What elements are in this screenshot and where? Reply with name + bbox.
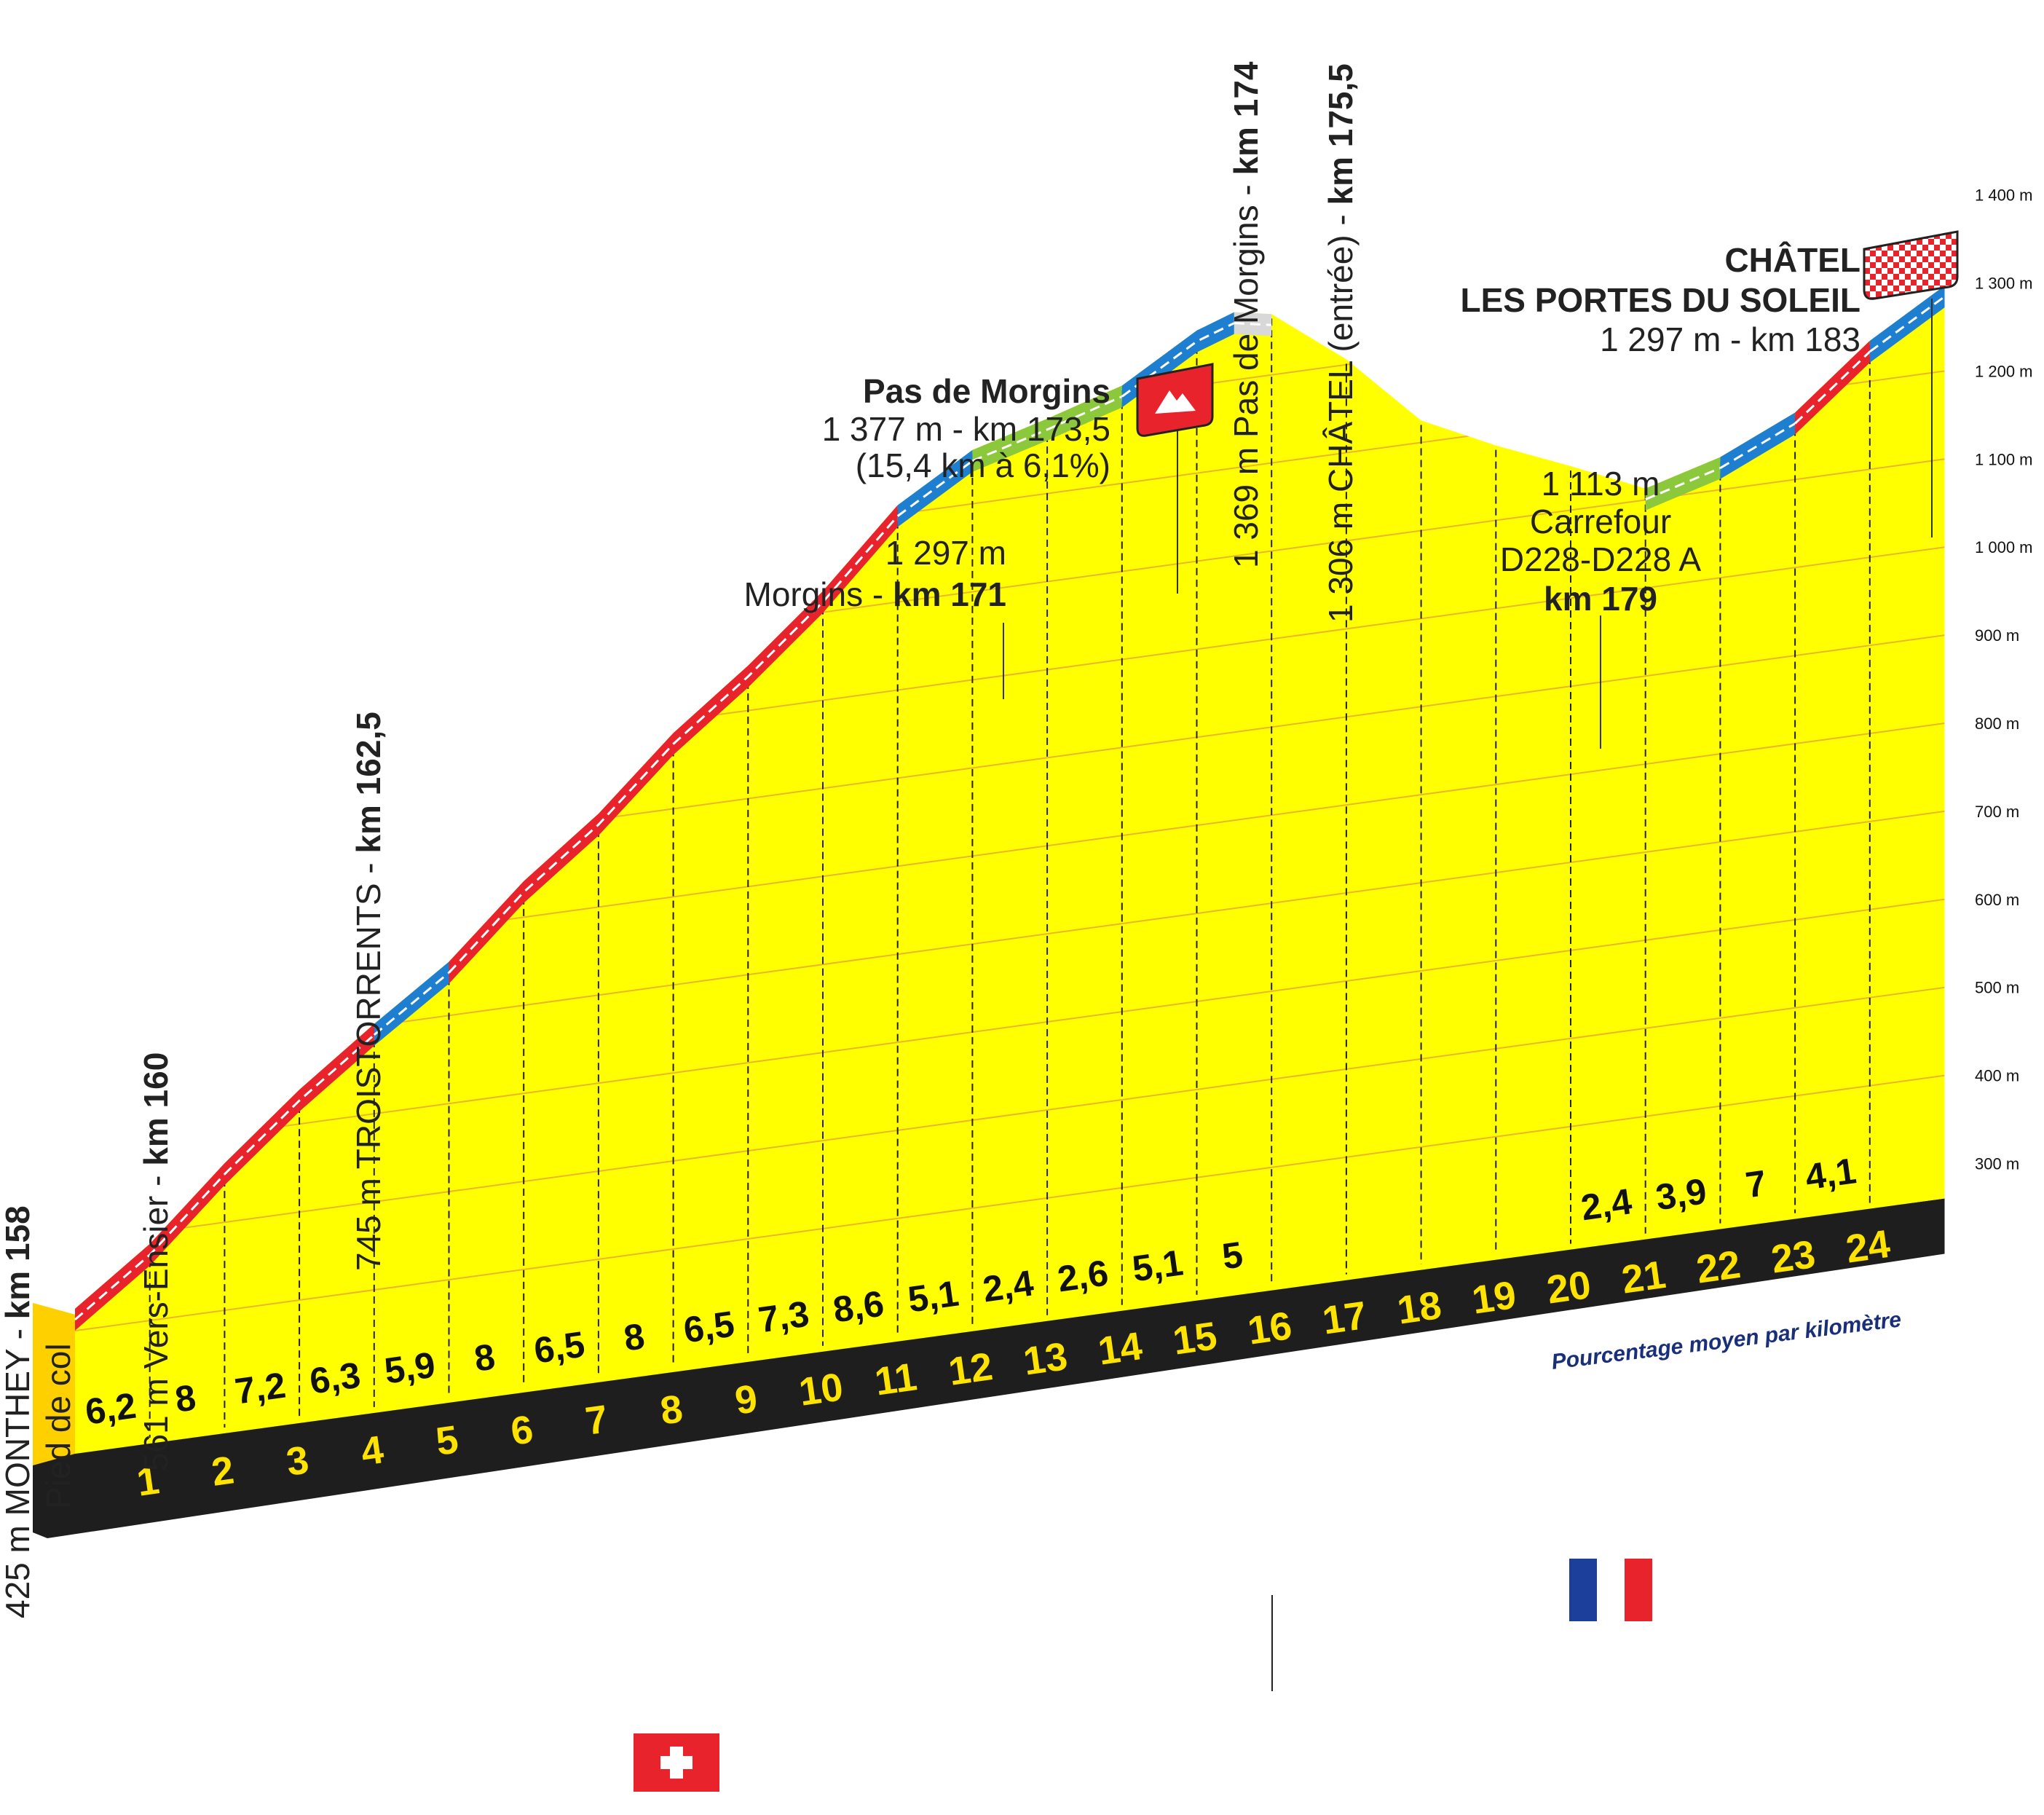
y-tick-label: 1 100 m [1975,450,2033,468]
carrefour-label: Carrefour [1530,503,1671,540]
mountain-summit-icon [1136,363,1214,437]
pas-de-morgins-title: Pas de Morgins [863,372,1110,410]
segment-centerline [373,972,450,1036]
percent-label: 7,2 [232,1365,288,1412]
y-axis-ticks: 300 m 400 m 500 m 600 m 700 m 800 m 900 m 1 000… [1975,186,2033,1173]
y-tick-label: 1 400 m [1975,186,2033,205]
km-divider-lines [149,318,1871,1438]
y-tick-label: 500 m [1975,979,2019,997]
km-label: 19 [1469,1273,1519,1323]
percent-label: 7,3 [756,1293,812,1340]
morgins-label: Morgins - km 171 [744,575,1007,613]
pas-de-morgins-vertical-label: 1 369 m Pas de Morgins - km 174 [1227,61,1265,568]
y-tick-label: 900 m [1975,626,2019,645]
segment-centerline [1719,422,1796,469]
gradient-segment [449,505,898,984]
y-tick-label: 1 200 m [1975,362,2033,380]
swiss-flag-icon [634,1733,719,1792]
gradient-segments [74,286,1946,1331]
base-band [33,1198,1945,1538]
french-flag-icon [1569,1559,1652,1621]
km-label: 20 [1544,1263,1594,1312]
segment-centerline [448,515,899,974]
km-label: 18 [1394,1283,1444,1333]
chatel-entree-label: 1 306 m CHÂTEL (entrée) - km 175,5 [1322,63,1360,623]
profile-fill [75,286,1945,1454]
percent-label: 5,1 [1129,1242,1185,1289]
y-tick-label: 700 m [1975,803,2019,821]
finish-subtitle: LES PORTES DU SOLEIL [1460,281,1860,319]
km-label: 22 [1694,1243,1743,1292]
km-labels: 1 2 3 4 5 6 7 8 9 10 11 12 13 14 15 16 17 18 19 20 21 22 23 24 [134,1222,1893,1505]
y-tick-label: 600 m [1975,891,2019,909]
segment-centerline [1121,322,1235,398]
checkered-flag-icon [1863,230,1959,300]
y-tick-label: 1 000 m [1975,538,2033,556]
segment-centerline [1645,467,1721,501]
km-label: 10 [797,1365,846,1414]
percent-label: 5,9 [382,1344,438,1392]
monthey-label: 425 m MONTHEY - km 158 [0,1205,36,1618]
start-block-shape [33,1302,75,1465]
morgins-altitude-label: 1 297 m [885,534,1006,572]
km-label: 14 [1095,1324,1145,1374]
km-label: 12 [946,1344,995,1394]
y-tick-label: 1 300 m [1975,275,2033,293]
percent-label: 2,4 [980,1262,1036,1310]
km-label: 15 [1170,1314,1220,1363]
percent-label: 6,3 [307,1355,363,1402]
percent-label: 6,5 [681,1303,737,1350]
pas-de-morgins-altitude: 1 377 m - km 173,5 [822,410,1110,448]
gradient-segment [1869,286,1945,363]
vers-ensier-label: 561 m Vers-Ensier - km 160 [137,1052,175,1471]
percent-caption: Pourcentage moyen par kilomètre [1550,1307,1903,1374]
percent-label: 6,5 [532,1323,588,1371]
start-side-block [33,1302,75,1465]
segment-centerline [1794,350,1871,425]
km-label: 24 [1843,1222,1893,1272]
segment-centerline [74,1034,375,1321]
percent-label: 8,6 [831,1283,887,1330]
gridline [75,1074,1945,1332]
gridline [75,986,1945,1244]
km-label: 17 [1319,1294,1369,1343]
percent-label: 3,9 [1653,1170,1709,1218]
km-label: 13 [1021,1334,1070,1384]
segment-centerline [971,395,1123,462]
percent-label: 6,2 [83,1385,139,1433]
segment-centerline [1234,322,1272,326]
pied-de-col-label: Pied de col [39,1343,77,1509]
finish-altitude: 1 297 m - km 183 [1600,320,1860,358]
percent-label: 2,6 [1055,1252,1111,1299]
finish-title: CHÂTEL [1724,241,1860,279]
y-tick-label: 800 m [1975,714,2019,733]
carrefour-road-label: D228-D228 A [1500,540,1701,578]
km-label: 21 [1619,1253,1668,1302]
troistorrents-label: 745 m TROISTORRENTS - km 162,5 [350,712,387,1271]
percent-label: 2,4 [1579,1181,1635,1228]
carrefour-km-label: km 179 [1544,580,1657,618]
y-tick-label: 400 m [1975,1067,2019,1085]
y-tick-label: 300 m [1975,1155,2019,1173]
km-label: 23 [1769,1232,1818,1282]
km-label: 11 [872,1355,920,1403]
base-band-shape [33,1198,1945,1538]
percent-label: 5,1 [905,1272,961,1320]
gridline [75,898,1945,1156]
profile-area [75,286,1945,1454]
carrefour-altitude: 1 113 m [1542,465,1660,503]
km-label: 16 [1245,1304,1295,1353]
gradient-segment [897,449,973,527]
pas-de-morgins-climb-stats: (15,4 km à 6,1%) [856,446,1110,484]
gradient-segment [1720,412,1796,479]
percent-label: 4,1 [1803,1150,1859,1197]
